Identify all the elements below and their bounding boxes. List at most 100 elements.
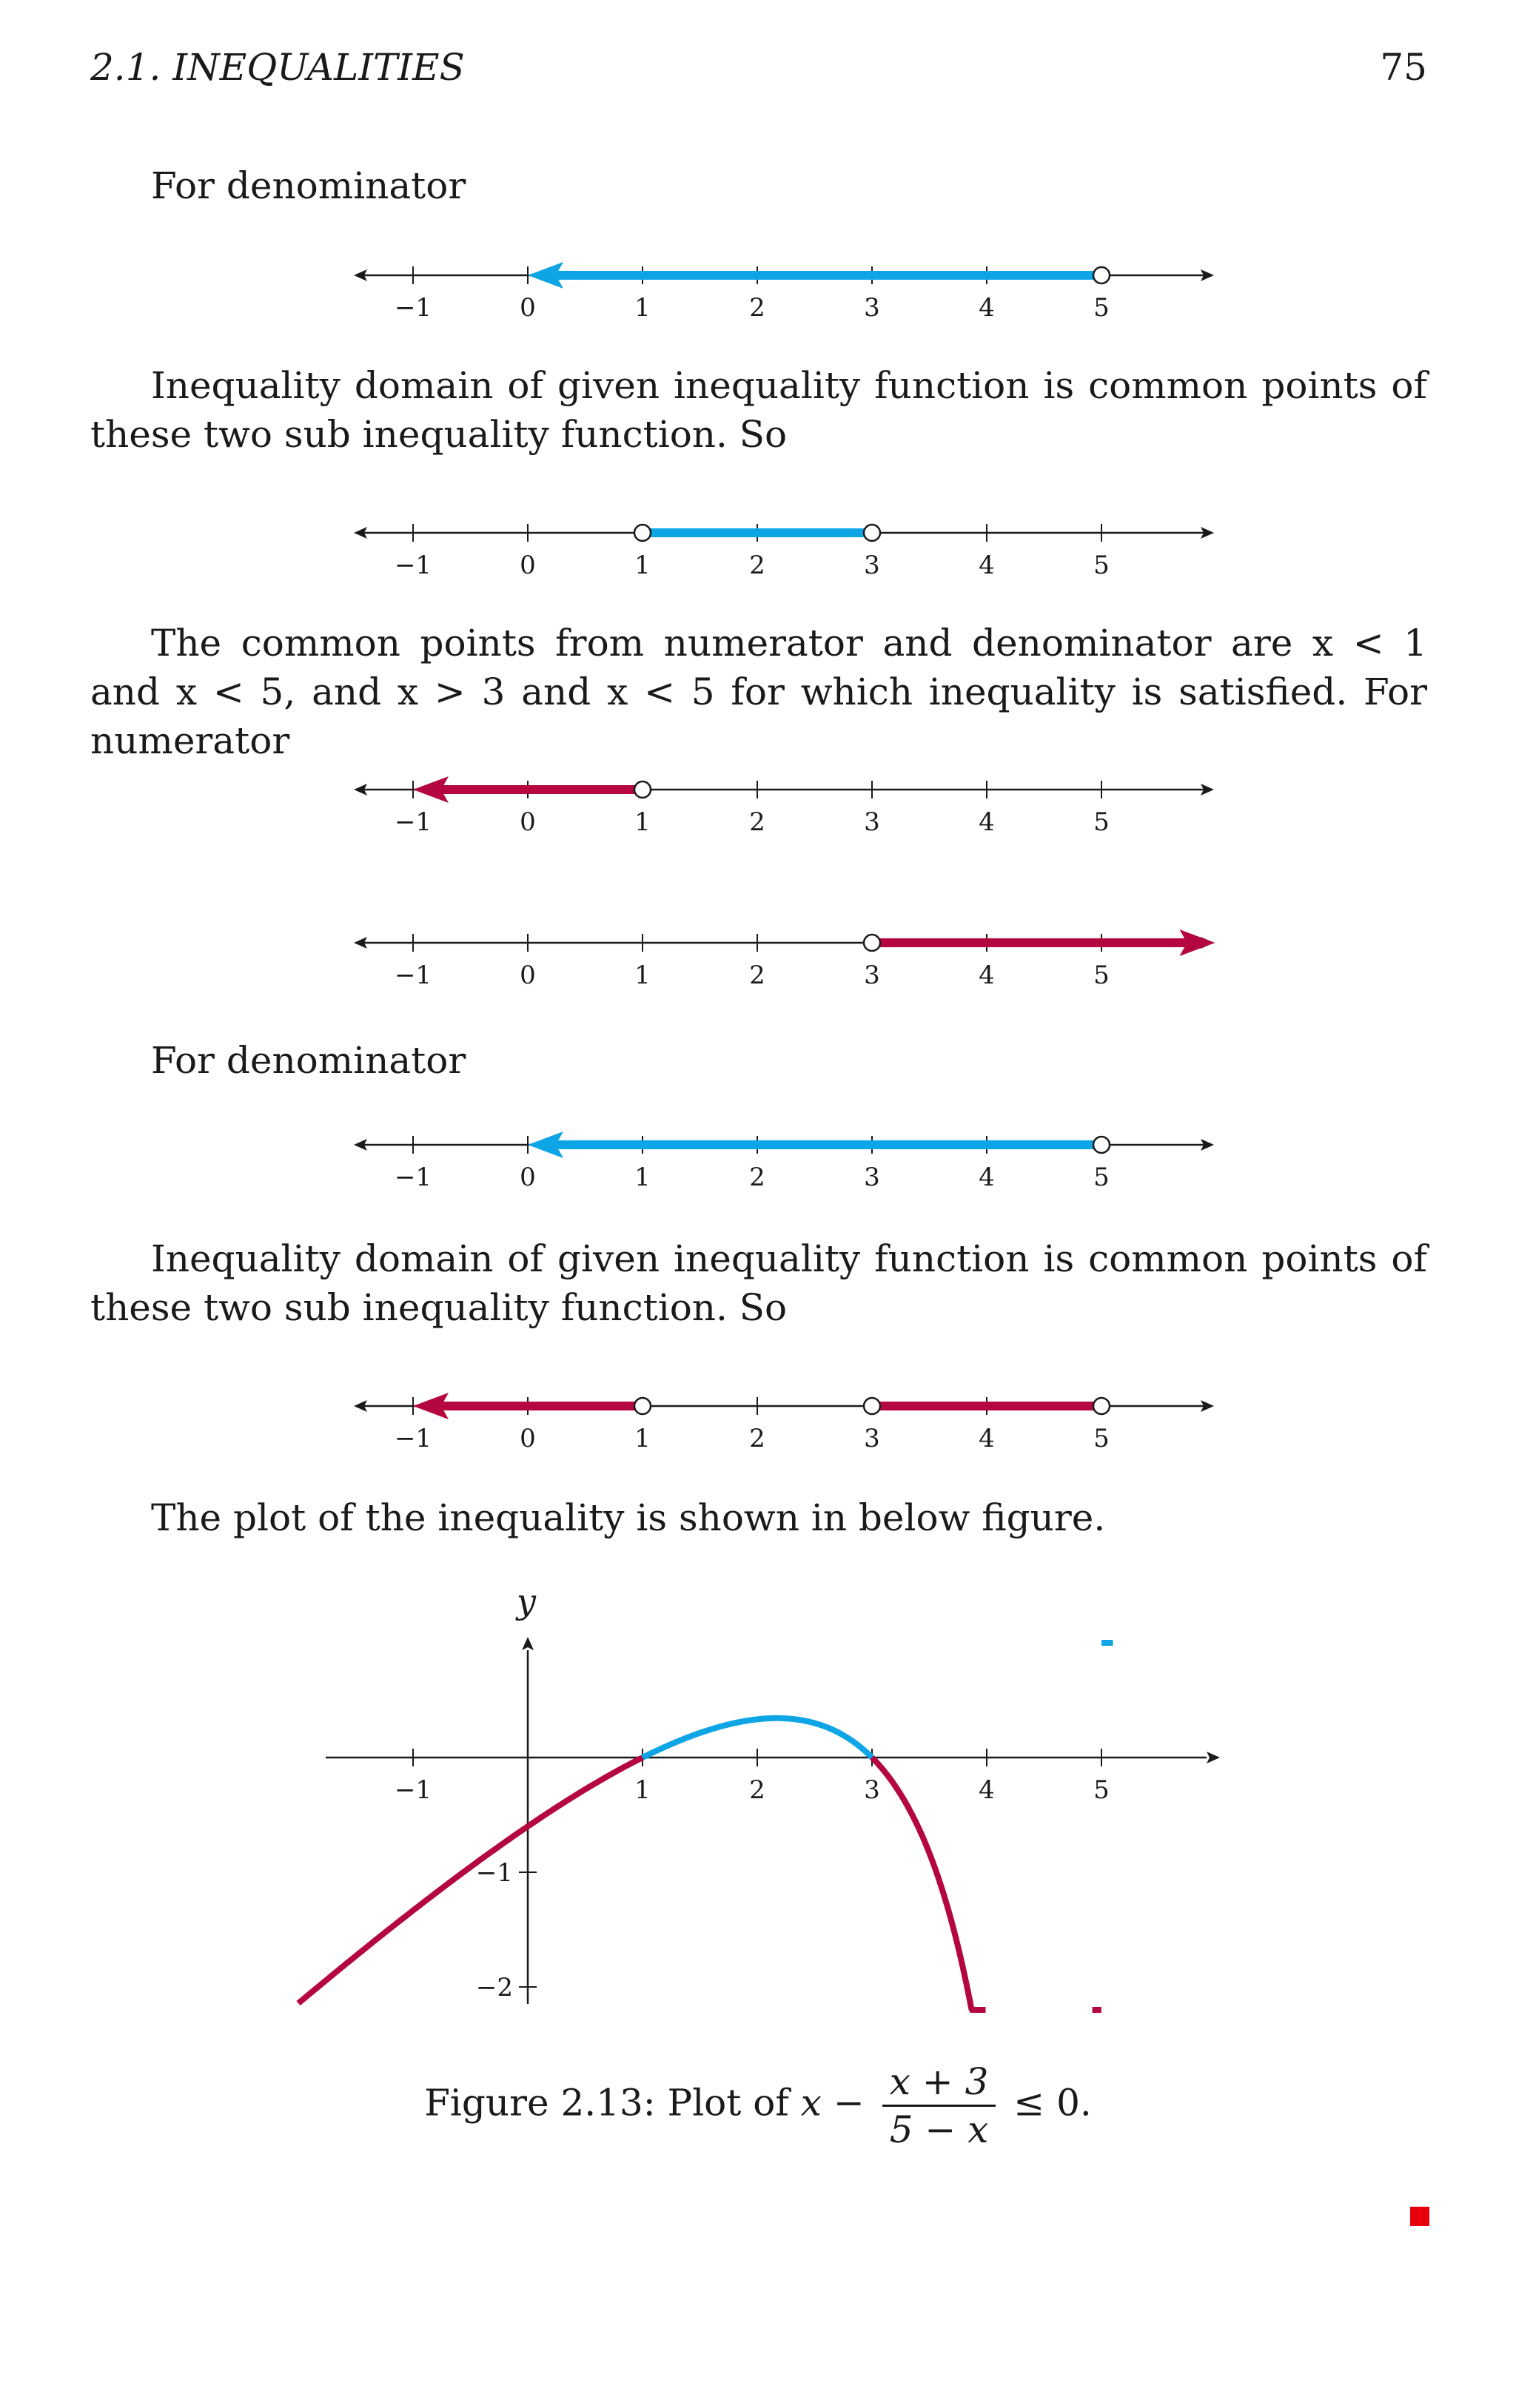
plot-svg: y −1 1 2 3 4 5 −1 −2 <box>296 1581 1220 2013</box>
y-tick-label: −2 <box>476 1973 513 2002</box>
curve-segment <box>870 1755 986 2013</box>
y-axis-arrow <box>522 1637 534 1650</box>
axis-arrow-left <box>354 1139 367 1151</box>
tick-label: 0 <box>520 1424 536 1453</box>
tick-label: 4 <box>979 1424 995 1453</box>
tick-label: 4 <box>979 293 995 323</box>
tick-label: 3 <box>864 293 880 323</box>
tick-label: −1 <box>395 1163 432 1192</box>
figure-caption: Figure 2.13: Plot of x − x + 3 5 − x ≤ 0… <box>0 2059 1516 2153</box>
x-tick-label: 2 <box>749 1775 765 1805</box>
interval-arrow-left <box>413 776 449 803</box>
number-line-2: −1 0 1 2 3 4 5 <box>0 505 1516 587</box>
number-line-5: −1 0 1 2 3 4 5 <box>0 1117 1516 1199</box>
axis-arrow-left <box>354 784 367 796</box>
caption-suffix: ≤ 0. <box>1013 2081 1092 2125</box>
x-tick-label: 4 <box>979 1775 995 1805</box>
tick-label: 3 <box>864 1424 880 1453</box>
tick-label: 5 <box>1093 1424 1110 1453</box>
open-endpoint <box>862 523 882 542</box>
tick-label: 2 <box>749 551 765 580</box>
curve-segment <box>641 1715 874 1760</box>
number-line-3: −1 0 1 2 3 4 5 <box>0 762 1516 844</box>
tick-label: 0 <box>520 807 536 837</box>
open-endpoint <box>862 1396 882 1416</box>
number-line-6: −1 0 1 2 3 4 5 <box>0 1379 1516 1460</box>
x-axis-arrow <box>1207 1752 1220 1763</box>
tick-label: 0 <box>520 961 536 990</box>
tick-label: 1 <box>634 961 651 990</box>
axis-arrow-right <box>1201 527 1214 539</box>
axis-arrow-right <box>1201 1139 1214 1151</box>
tick-label: 2 <box>749 807 765 837</box>
tick-label: 1 <box>634 1424 651 1453</box>
interval-arrow-left <box>413 1393 449 1419</box>
tick-label: 1 <box>634 551 651 580</box>
number-line-svg: −1 0 1 2 3 4 5 <box>354 776 1214 837</box>
y-tick-label: −1 <box>476 1858 513 1888</box>
x-tick-label: 5 <box>1093 1775 1110 1805</box>
tick-label: 1 <box>634 293 651 323</box>
number-line-svg: −1 0 1 2 3 4 5 <box>354 262 1214 323</box>
tick-label: 0 <box>520 551 536 580</box>
tick-label: 1 <box>634 1163 651 1192</box>
number-line-svg: −1 0 1 2 3 4 5 <box>354 523 1214 580</box>
tick-label: 4 <box>979 1163 995 1192</box>
number-line-svg: −1 0 1 2 3 4 5 <box>354 1393 1214 1453</box>
axis-arrow-right <box>1201 784 1214 796</box>
caption-prefix: Figure 2.13: Plot of <box>424 2081 801 2125</box>
tick-label: 5 <box>1093 293 1110 323</box>
axis-arrow-left <box>354 527 367 539</box>
open-endpoint <box>1092 1396 1111 1416</box>
tick-label: 3 <box>864 1163 880 1192</box>
section-title: 2.1. INEQUALITIES <box>90 46 465 89</box>
interval-arrow-right <box>1179 929 1215 956</box>
number-line-svg: −1 0 1 2 3 4 5 <box>354 1131 1214 1192</box>
tick-label: −1 <box>395 293 432 323</box>
axis-arrow-right <box>1201 269 1214 281</box>
x-tick-label: 3 <box>864 1775 880 1805</box>
tick-label: −1 <box>395 1424 432 1453</box>
tick-label: 4 <box>979 961 995 990</box>
paragraph-common-points: The common points from numerator and den… <box>90 622 1427 762</box>
tick-label: 0 <box>520 1163 536 1192</box>
function-plot: y −1 1 2 3 4 5 −1 −2 <box>0 1569 1516 2045</box>
axis-arrow-left <box>354 1400 367 1412</box>
caption-var: x − <box>800 2081 865 2125</box>
number-line-1: −1 0 1 2 3 4 5 <box>0 248 1516 329</box>
qed-square <box>1410 2207 1429 2226</box>
y-axis-label: y <box>515 1581 537 1621</box>
tick-label: 5 <box>1093 1163 1110 1192</box>
caption-fraction: x + 3 5 − x <box>882 2059 996 2153</box>
page-number: 75 <box>1380 46 1427 89</box>
interval-arrow-left <box>528 1131 563 1158</box>
paragraph-for-denominator: For denominator <box>151 164 466 207</box>
x-tick-label: −1 <box>395 1775 432 1805</box>
tick-label: 3 <box>864 551 880 580</box>
axis-arrow-left <box>354 937 367 949</box>
tick-label: 2 <box>749 1163 765 1192</box>
tick-label: 4 <box>979 551 995 580</box>
tick-label: 5 <box>1093 807 1110 837</box>
caption-numerator: x + 3 <box>882 2059 996 2107</box>
curve-segment <box>296 1755 644 2006</box>
tick-label: 2 <box>749 1424 765 1453</box>
paragraph-domain-intro-2: Inequality domain of given inequality fu… <box>90 1237 1427 1329</box>
tick-label: 3 <box>864 961 880 990</box>
open-endpoint <box>1092 1135 1111 1154</box>
number-line-4: −1 0 1 2 3 4 5 <box>0 915 1516 997</box>
number-line-svg: −1 0 1 2 3 4 5 <box>354 929 1215 990</box>
running-header: 2.1. INEQUALITIES 75 <box>90 46 1427 98</box>
paragraph-domain-intro: Inequality domain of given inequality fu… <box>90 364 1427 456</box>
tick-label: 5 <box>1093 961 1110 990</box>
tick-label: −1 <box>395 961 432 990</box>
paragraph-for-denominator-2: For denominator <box>151 1039 466 1082</box>
caption-denominator: 5 − x <box>889 2108 989 2151</box>
open-endpoint <box>633 780 652 799</box>
tick-label: 5 <box>1093 551 1110 580</box>
tick-label: 2 <box>749 293 765 323</box>
tick-label: 1 <box>634 807 651 837</box>
tick-label: 4 <box>979 807 995 837</box>
tick-label: 2 <box>749 961 765 990</box>
open-endpoint <box>1092 266 1111 285</box>
